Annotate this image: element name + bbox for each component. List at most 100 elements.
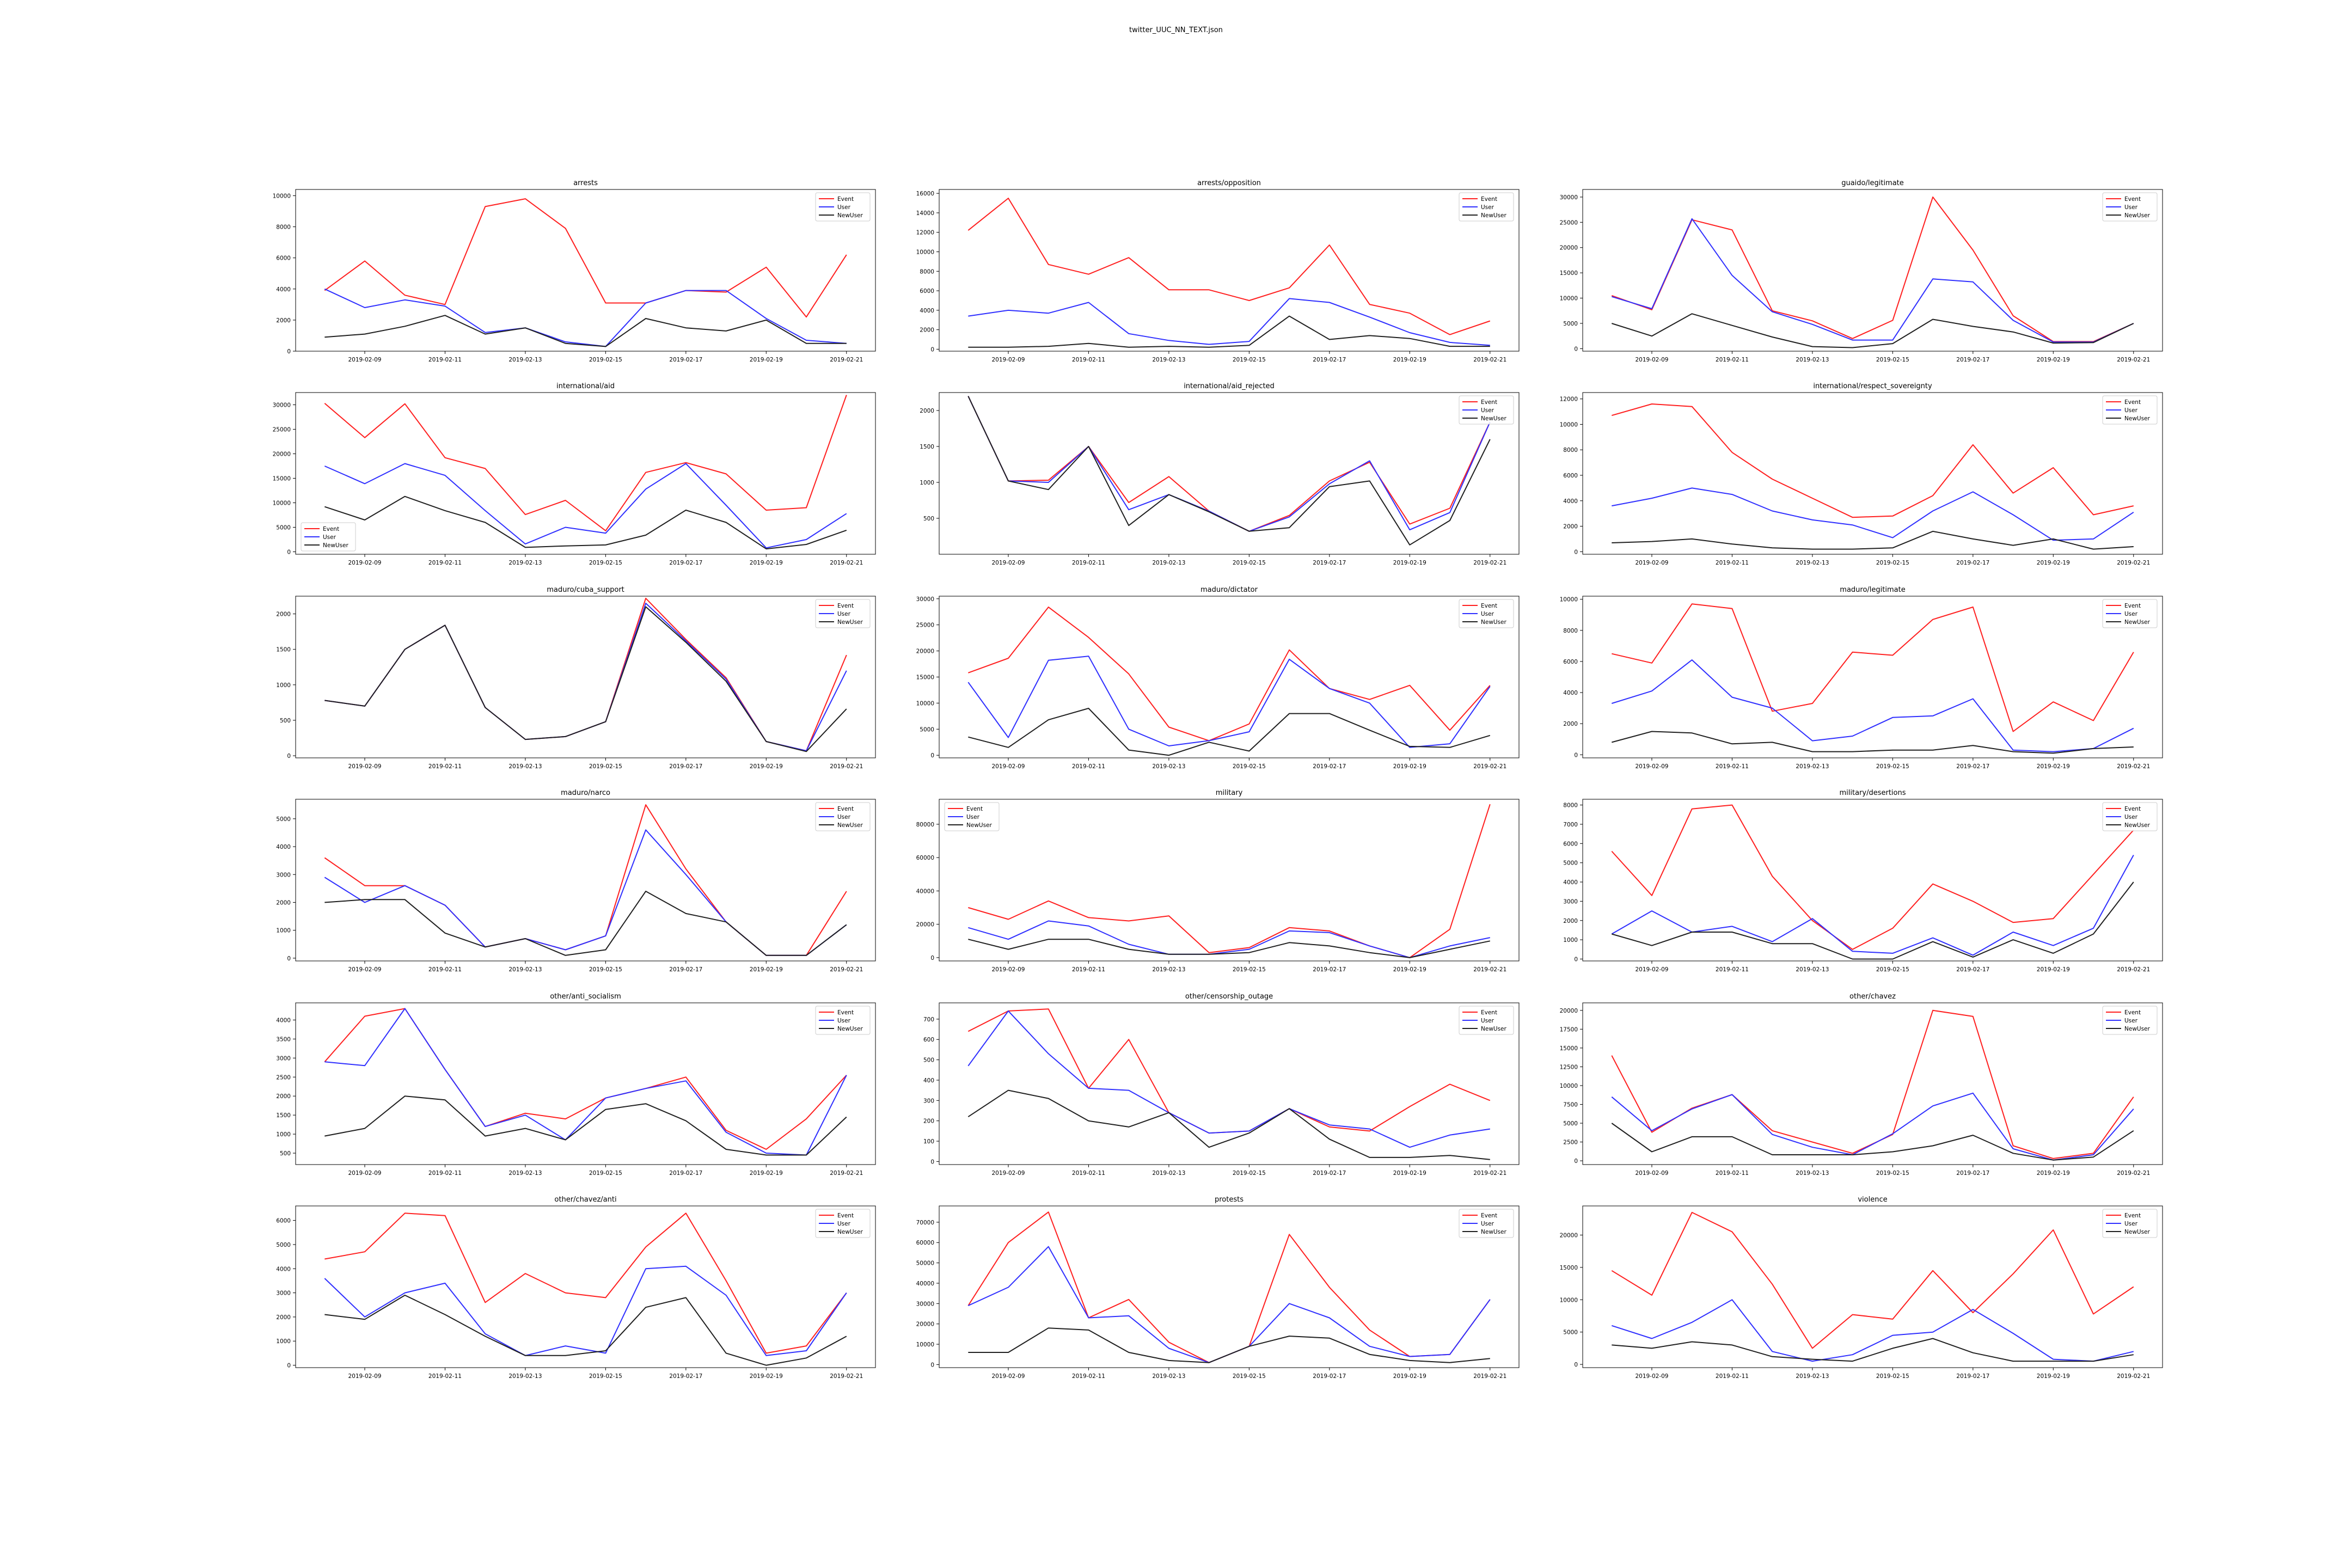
subplot-title: other/chavez/anti — [554, 1196, 616, 1204]
y-tick-label: 16000 — [916, 191, 934, 197]
y-tick-label: 10000 — [916, 700, 934, 707]
y-tick-label: 0 — [287, 955, 291, 962]
subplot-title: military — [1216, 789, 1243, 797]
y-tick-label: 600 — [923, 1037, 934, 1043]
legend-label: User — [837, 1018, 851, 1024]
legend-box — [1459, 599, 1514, 628]
x-tick-label: 2019-02-11 — [1716, 1170, 1749, 1177]
series-line-user — [1612, 487, 2134, 541]
y-tick-label: 200 — [923, 1118, 934, 1125]
x-tick-label: 2019-02-13 — [1796, 560, 1829, 566]
x-tick-label: 2019-02-09 — [348, 560, 381, 566]
x-tick-label: 2019-02-17 — [1956, 763, 1989, 770]
y-tick-label: 15000 — [273, 476, 291, 482]
y-tick-label: 500 — [923, 516, 934, 522]
x-tick-label: 2019-02-15 — [1233, 560, 1266, 566]
legend-box — [815, 802, 871, 831]
x-tick-label: 2019-02-19 — [750, 1170, 783, 1177]
series-line-newuser — [1612, 1338, 2134, 1362]
series-line-newuser — [1611, 1123, 2134, 1161]
x-tick-label: 2019-02-19 — [1393, 357, 1426, 363]
series-line-user — [1611, 855, 2134, 956]
y-tick-label: 6000 — [1563, 473, 1578, 479]
y-tick-label: 3000 — [1563, 898, 1578, 905]
subplot-arrests-opposition: arrests/opposition 2019-02-09 2019-02-11 20… — [916, 179, 1520, 363]
y-tick-label: 5000 — [1563, 1120, 1578, 1127]
y-tick-label: 4000 — [276, 1266, 291, 1272]
y-tick-label: 3000 — [276, 1055, 291, 1062]
y-tick-label: 1000 — [920, 480, 934, 486]
x-tick-label: 2019-02-11 — [428, 763, 462, 770]
subplot-maduro-dictator: maduro/dictator 2019-02-09 2019-02-11 2019-… — [916, 586, 1520, 770]
y-tick-label: 25000 — [273, 427, 291, 433]
legend-label: User — [2124, 407, 2138, 414]
x-tick-label: 2019-02-17 — [1313, 1373, 1346, 1380]
x-tick-label: 2019-02-21 — [830, 1373, 863, 1380]
y-tick-label: 0 — [1574, 752, 1578, 758]
legend-label: User — [2124, 1221, 2138, 1227]
y-tick-label: 30000 — [1560, 194, 1578, 201]
legend-label: NewUser — [966, 822, 993, 829]
series-line-newuser — [968, 1327, 1490, 1363]
y-tick-label: 20000 — [916, 648, 934, 655]
y-tick-label: 2000 — [1563, 918, 1578, 924]
series-line-event — [1611, 196, 2134, 342]
x-tick-label: 2019-02-19 — [2037, 357, 2070, 363]
subplot-title: protests — [1215, 1196, 1244, 1204]
series-line-user — [968, 920, 1491, 958]
x-tick-label: 2019-02-19 — [2037, 1373, 2070, 1380]
y-tick-label: 0 — [930, 346, 934, 353]
y-tick-label: 700 — [923, 1016, 934, 1023]
y-tick-label: 30000 — [273, 402, 291, 409]
series-line-event — [324, 198, 847, 318]
legend-label: Event — [837, 1009, 854, 1016]
y-tick-label: 5000 — [920, 726, 934, 733]
legend-label: User — [2124, 814, 2138, 820]
x-tick-label: 2019-02-17 — [1313, 1170, 1346, 1177]
x-tick-label: 2019-02-17 — [669, 1170, 702, 1177]
y-tick-label: 10000 — [1560, 597, 1578, 603]
subplot-title: other/chavez — [1849, 993, 1896, 1001]
y-tick-label: 0 — [1574, 1158, 1578, 1165]
x-tick-label: 2019-02-13 — [509, 966, 542, 973]
x-tick-label: 2019-02-11 — [1716, 966, 1749, 973]
y-tick-label: 15000 — [1560, 1045, 1578, 1052]
x-tick-label: 2019-02-09 — [991, 1170, 1025, 1177]
y-tick-label: 0 — [287, 1363, 291, 1369]
y-tick-label: 2000 — [1563, 524, 1578, 530]
legend-label: Event — [2124, 196, 2141, 203]
x-tick-label: 2019-02-17 — [669, 966, 702, 973]
y-tick-label: 1000 — [276, 1131, 291, 1138]
x-tick-label: 2019-02-17 — [1956, 1373, 1989, 1380]
legend-label: User — [837, 814, 851, 820]
x-tick-label: 2019-02-17 — [1956, 560, 1989, 566]
y-tick-label: 8000 — [1563, 628, 1578, 634]
x-tick-label: 2019-02-15 — [1876, 763, 1909, 770]
legend-label: Event — [1481, 1009, 1497, 1016]
x-tick-label: 2019-02-11 — [428, 966, 462, 973]
subplot-maduro-narco: maduro/narco 2019-02-09 2019-02-11 2019-02-… — [276, 789, 876, 973]
y-tick-label: 12000 — [1560, 396, 1578, 403]
legend-label: NewUser — [837, 1229, 863, 1235]
series-line-event — [1611, 804, 2134, 950]
y-tick-label: 40000 — [916, 888, 934, 895]
x-tick-label: 2019-02-15 — [1876, 560, 1909, 566]
series-line-user — [1611, 1092, 2134, 1161]
y-tick-label: 6000 — [276, 255, 291, 262]
x-tick-label: 2019-02-21 — [1473, 763, 1506, 770]
y-tick-label: 2500 — [276, 1074, 291, 1081]
x-tick-label: 2019-02-09 — [1635, 1373, 1668, 1380]
y-tick-label: 8000 — [920, 268, 934, 275]
legend-label: User — [1481, 204, 1494, 211]
figure-title: twitter_UUC_NN_TEXT.json — [1129, 26, 1223, 34]
axes-frame — [939, 1205, 1520, 1368]
series-line-user — [968, 298, 1490, 346]
x-tick-label: 2019-02-19 — [2037, 763, 2070, 770]
y-tick-label: 10000 — [1560, 421, 1578, 428]
series-line-event — [1612, 403, 2134, 518]
x-tick-label: 2019-02-17 — [1313, 357, 1346, 363]
series-line-event — [1612, 603, 2134, 732]
